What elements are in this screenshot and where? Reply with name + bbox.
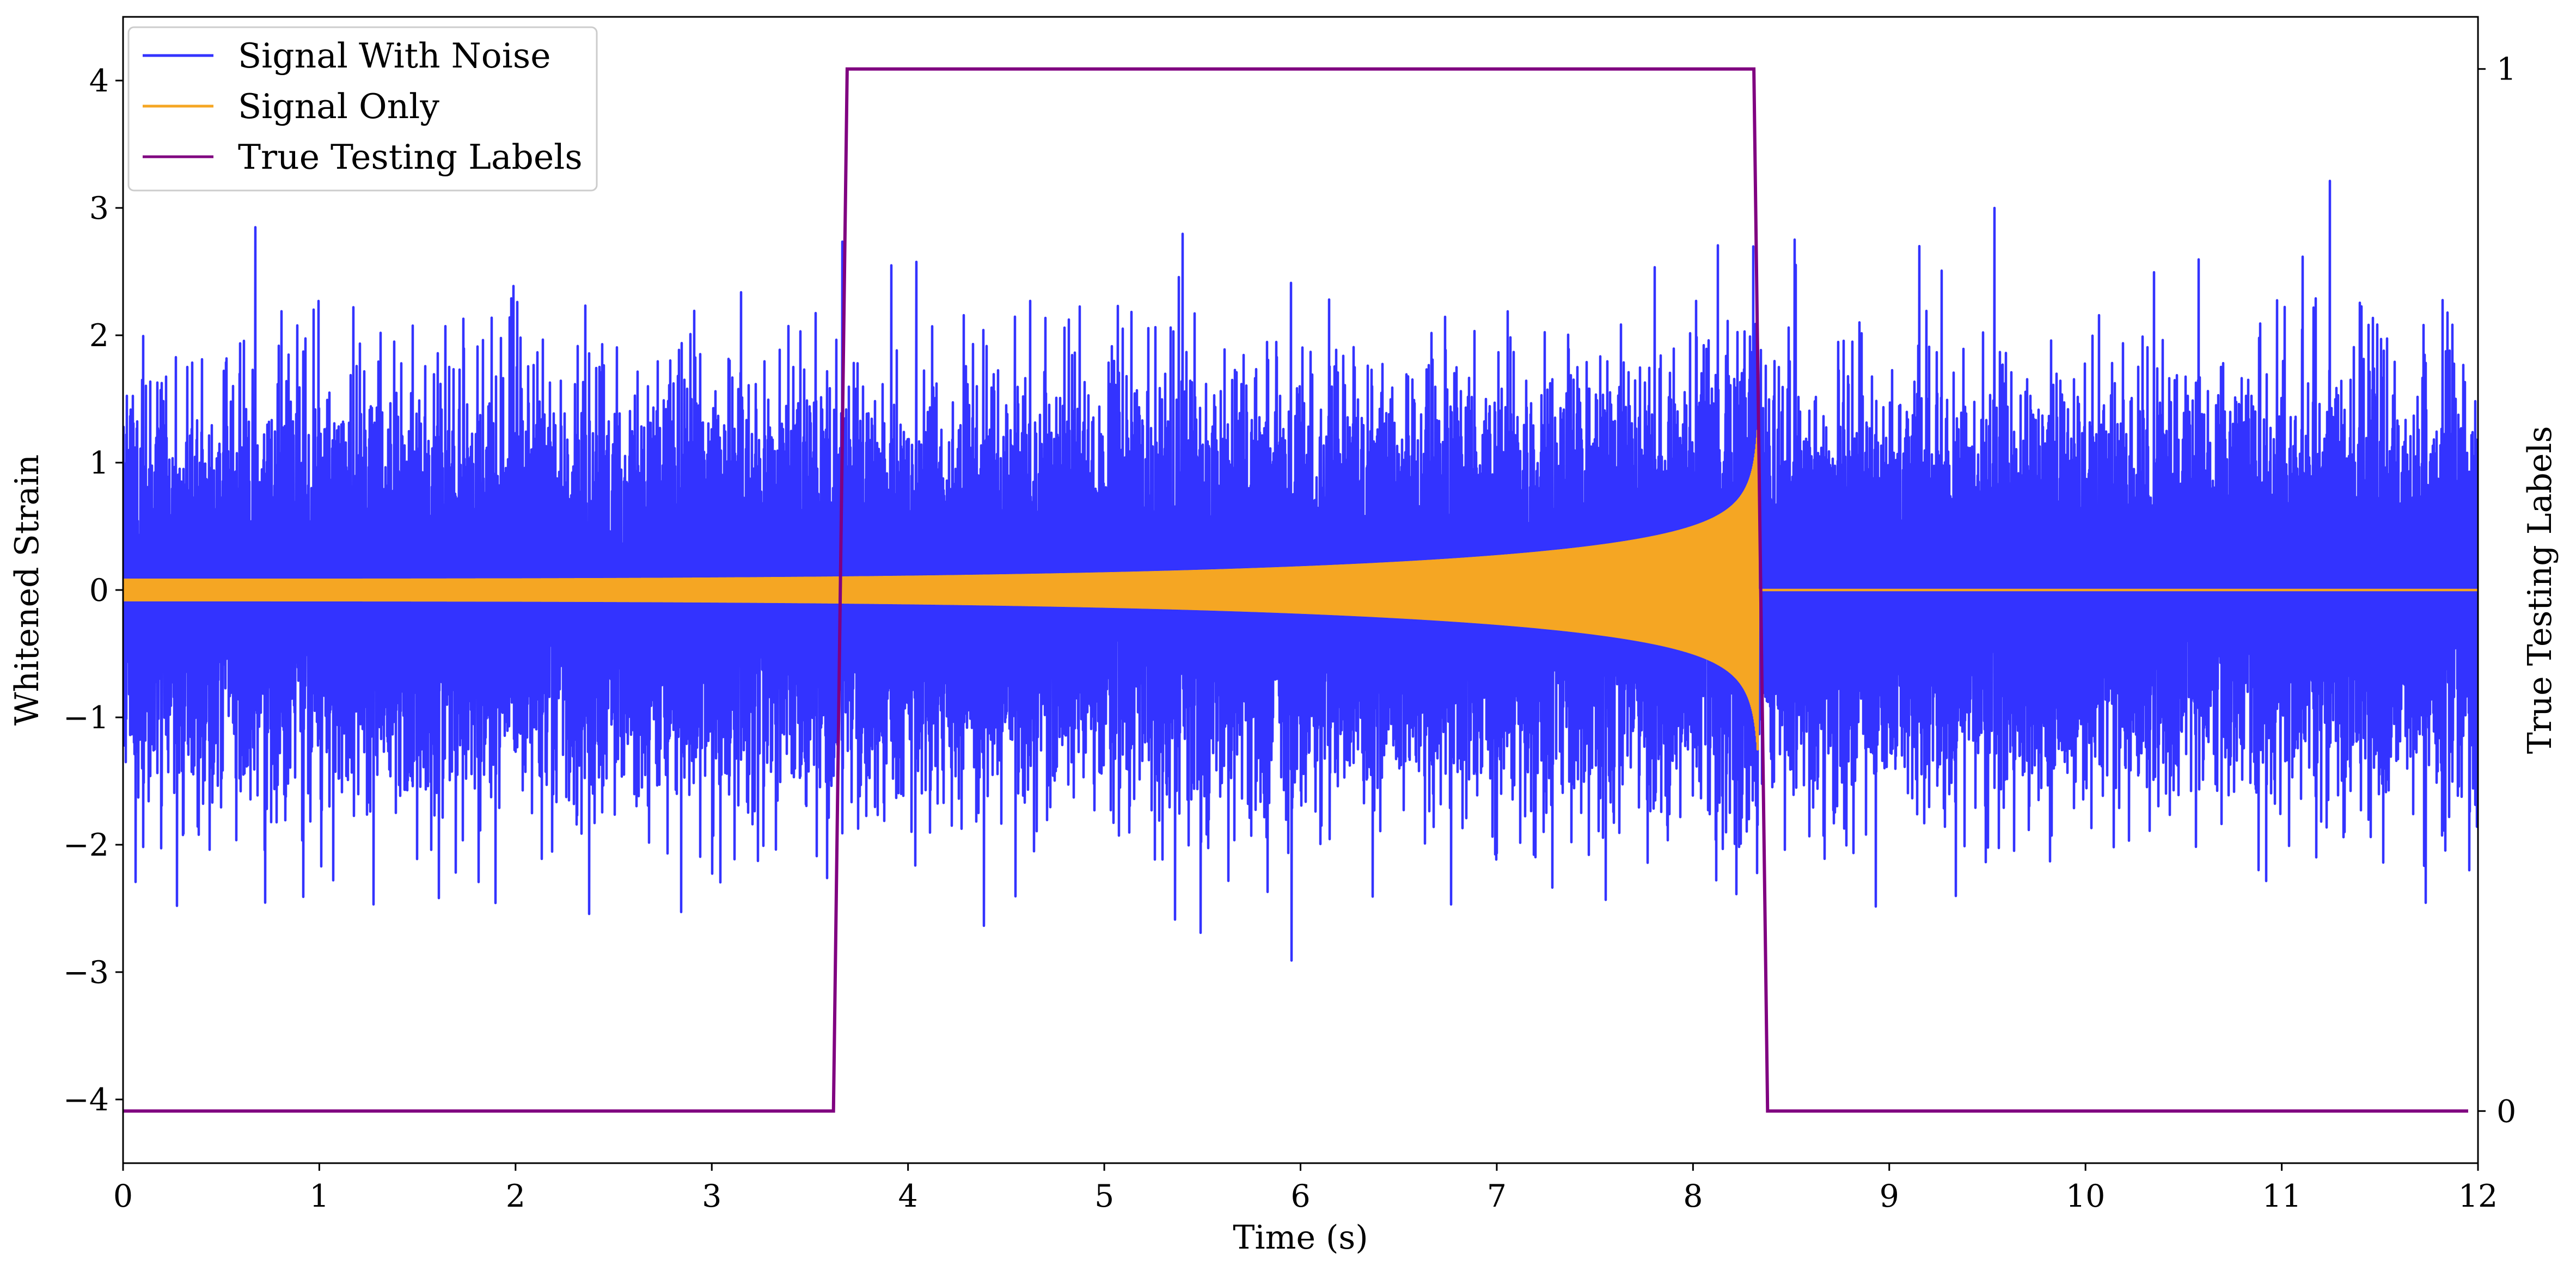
y-tick-label: −4: [63, 1082, 109, 1118]
plot-area: [123, 67, 2478, 1113]
y2-tick-label: 0: [2497, 1093, 2516, 1129]
x-axis: 0 1 2 3 4 5 6 7 8 9 10 11 12: [113, 1163, 2498, 1214]
x-tick-label: 3: [702, 1178, 721, 1214]
legend-entry-true-testing-labels: True Testing Labels: [238, 137, 583, 177]
y-tick-label: −1: [63, 700, 109, 736]
x-tick-label: 4: [898, 1178, 918, 1214]
y-tick-label: 4: [89, 63, 109, 99]
legend-entry-signal-with-noise: Signal With Noise: [238, 36, 550, 76]
x-tick-label: 10: [2066, 1178, 2106, 1214]
legend-entry-signal-only: Signal Only: [238, 87, 439, 126]
y2-tick-label: 1: [2497, 52, 2516, 88]
y-axis-label-left: Whitened Strain: [8, 454, 46, 726]
x-tick-label: 2: [506, 1178, 525, 1214]
x-axis-label: Time (s): [1233, 1219, 1368, 1257]
x-tick-label: 7: [1487, 1178, 1507, 1214]
y-axis-left: −4 −3 −2 −1 0 1 2 3 4: [63, 63, 123, 1118]
y-axis-label-right: True Testing Labels: [2521, 426, 2559, 754]
y-tick-label: −2: [63, 827, 109, 863]
series-signal-only: [123, 429, 2478, 751]
series-true-testing-labels: [123, 67, 2468, 1113]
x-tick-label: 12: [2458, 1178, 2498, 1214]
x-tick-label: 0: [113, 1178, 133, 1214]
y-tick-label: 3: [89, 191, 109, 226]
y-tick-label: −3: [63, 955, 109, 991]
y-tick-label: 2: [89, 318, 109, 354]
x-tick-label: 5: [1094, 1178, 1114, 1214]
y-tick-label: 0: [89, 573, 109, 609]
y-tick-label: 1: [89, 445, 109, 481]
legend: Signal With Noise Signal Only True Testi…: [127, 26, 598, 192]
x-tick-label: 1: [309, 1178, 329, 1214]
x-tick-label: 11: [2262, 1178, 2302, 1214]
legend-box: [127, 26, 598, 192]
y-axis-right: 01: [2478, 52, 2516, 1129]
x-tick-label: 8: [1683, 1178, 1703, 1214]
x-tick-label: 6: [1290, 1178, 1310, 1214]
x-tick-label: 9: [1880, 1178, 1899, 1214]
